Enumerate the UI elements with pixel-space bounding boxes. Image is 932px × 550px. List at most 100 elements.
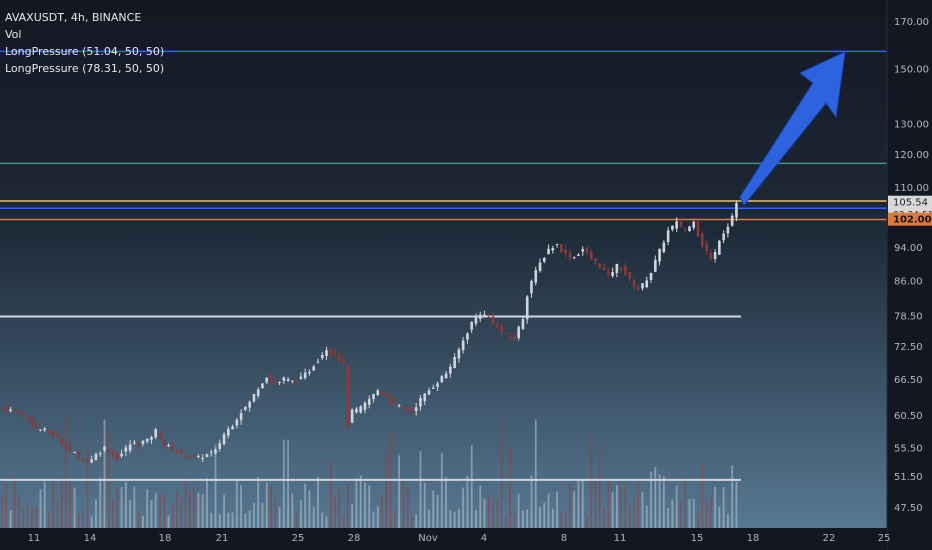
- candle-body: [671, 225, 674, 230]
- volume-bar: [483, 499, 486, 528]
- volume-bar: [351, 504, 354, 528]
- volume-bar: [368, 485, 371, 528]
- volume-bar: [684, 476, 687, 528]
- volume-bar: [167, 515, 170, 528]
- volume-bar: [645, 505, 648, 528]
- volume-bar: [39, 489, 42, 528]
- volume-bar: [517, 493, 520, 528]
- candle-body: [722, 233, 725, 241]
- volume-bar: [163, 493, 166, 528]
- candle-body: [81, 458, 85, 461]
- volume-bar: [709, 496, 712, 528]
- volume-bar: [218, 514, 221, 528]
- candle-body: [453, 357, 456, 368]
- volume-bar: [52, 480, 55, 528]
- volume-bar: [346, 484, 349, 528]
- volume-bar: [573, 491, 576, 528]
- price-axis[interactable]: [887, 0, 932, 550]
- candle-body: [167, 444, 170, 447]
- volume-bar: [321, 512, 324, 528]
- volume-bar: [1, 495, 3, 528]
- volume-bar: [500, 421, 503, 528]
- volume-bar: [308, 490, 311, 528]
- candle-body: [431, 387, 435, 389]
- volume-bar: [300, 500, 302, 528]
- volume-bar: [453, 511, 456, 528]
- candle-body: [594, 258, 597, 262]
- volume-bar: [415, 514, 418, 528]
- candle-body: [726, 226, 730, 234]
- candle-body: [4, 406, 8, 412]
- volume-bar: [265, 482, 268, 528]
- volume-bar: [261, 502, 264, 528]
- volume-bar: [718, 506, 721, 528]
- volume-bar: [317, 476, 319, 528]
- volume-bar: [137, 510, 140, 528]
- volume-legend[interactable]: Vol: [5, 28, 22, 41]
- price-tick-label: 110.00: [894, 183, 929, 194]
- time-tick-label: 4: [481, 533, 487, 544]
- volume-bar: [615, 484, 618, 528]
- candle-body: [607, 271, 610, 275]
- volume-bar: [295, 513, 298, 528]
- indicator-legend-2[interactable]: LongPressure (78.31, 50, 50): [5, 62, 165, 75]
- chart-legend: AVAXUSDT, 4h, BINANCE Vol LongPressure (…: [5, 9, 164, 77]
- candle-body: [73, 451, 76, 453]
- symbol-title[interactable]: AVAXUSDT, 4h, BINANCE: [5, 11, 142, 24]
- volume-bar: [26, 501, 29, 528]
- volume-bar: [611, 492, 614, 528]
- candle-body: [538, 262, 542, 271]
- time-tick-label: Nov: [418, 533, 438, 544]
- volume-bar: [342, 515, 345, 528]
- volume-bar: [594, 478, 597, 528]
- candle-body: [718, 240, 721, 255]
- time-tick-label: 8: [561, 533, 567, 544]
- volume-bar: [5, 483, 8, 528]
- candle-body: [69, 445, 72, 452]
- time-axis[interactable]: [0, 528, 887, 550]
- volume-bar: [65, 414, 67, 528]
- volume-bar: [381, 496, 383, 528]
- candle-body: [491, 316, 495, 325]
- candle-body: [94, 454, 98, 461]
- volume-bar: [129, 500, 131, 528]
- candle-body: [414, 407, 418, 412]
- volume-bar: [432, 490, 435, 528]
- candle-body: [513, 336, 516, 339]
- candle-body: [320, 354, 324, 359]
- candle-body: [564, 249, 567, 254]
- volume-bar: [133, 486, 136, 528]
- candle-body: [483, 314, 486, 316]
- price-tick-label: 78.50: [894, 312, 923, 323]
- candle-body: [26, 416, 29, 420]
- candle-body: [530, 280, 533, 294]
- indicator-legend-1[interactable]: LongPressure (51.04, 50, 50): [5, 45, 165, 58]
- volume-bar: [150, 500, 153, 528]
- candle-body: [534, 270, 538, 283]
- volume-bar: [449, 510, 452, 528]
- candle-body: [427, 390, 431, 395]
- volume-bar: [73, 487, 76, 528]
- volume-bar: [124, 481, 127, 528]
- candle-body: [222, 434, 226, 445]
- volume-bar: [667, 508, 670, 528]
- volume-bar: [470, 445, 473, 528]
- candle-body: [500, 325, 503, 332]
- candle-body: [338, 353, 341, 362]
- candle-body: [572, 257, 576, 259]
- last-price-label: 105.54: [893, 198, 928, 209]
- candle-body: [162, 439, 166, 446]
- time-tick-label: 11: [28, 533, 41, 544]
- volume-bar: [325, 516, 328, 528]
- volume-bar: [22, 506, 25, 528]
- level-price-label: 102.00: [893, 215, 932, 226]
- volume-bar: [662, 476, 665, 528]
- candle-body: [256, 389, 260, 396]
- volume-bar: [539, 507, 541, 528]
- candle-body: [51, 431, 55, 436]
- candle-body: [133, 442, 136, 444]
- volume-bar: [436, 494, 439, 528]
- time-tick-label: 18: [747, 533, 760, 544]
- volume-bar: [581, 479, 584, 528]
